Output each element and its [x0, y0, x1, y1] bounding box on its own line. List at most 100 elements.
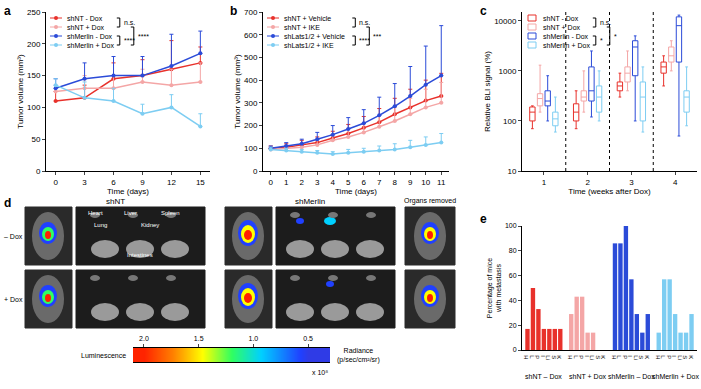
svg-text:shMerlin: shMerlin	[295, 197, 325, 206]
svg-text:100: 100	[244, 144, 258, 153]
svg-text:S: S	[682, 355, 688, 359]
svg-text:L: L	[660, 355, 666, 359]
svg-text:n.s.: n.s.	[600, 19, 611, 26]
svg-text:4: 4	[331, 178, 336, 187]
svg-text:Spleen: Spleen	[161, 210, 180, 216]
svg-text:9: 9	[140, 178, 145, 187]
svg-text:shMerlin – Dox: shMerlin – Dox	[608, 373, 655, 380]
svg-text:0: 0	[53, 178, 58, 187]
svg-text:700: 700	[244, 8, 258, 17]
svg-text:3: 3	[82, 178, 87, 187]
svg-text:Organs removed: Organs removed	[404, 197, 456, 205]
svg-text:S: S	[638, 355, 644, 359]
svg-text:200: 200	[27, 40, 41, 49]
svg-text:400: 400	[244, 76, 258, 85]
svg-text:1: 1	[542, 178, 547, 187]
svg-text:L: L	[529, 355, 535, 359]
svg-text:1: 1	[284, 178, 289, 187]
svg-text:shMerlin - Dox: shMerlin - Dox	[67, 33, 113, 40]
svg-text:Li: Li	[633, 355, 639, 360]
svg-text:shMerlin + Dox: shMerlin + Dox	[67, 42, 114, 49]
svg-text:8: 8	[393, 178, 398, 187]
svg-text:P: P	[622, 355, 628, 359]
svg-text:100: 100	[503, 117, 517, 126]
svg-text:12: 12	[167, 178, 176, 187]
svg-text:shNT – Dox: shNT – Dox	[525, 373, 562, 380]
svg-text:P: P	[666, 355, 672, 359]
svg-text:shMerlin + Dox: shMerlin + Dox	[652, 373, 699, 380]
svg-text:P: P	[578, 355, 584, 359]
svg-text:****: ****	[124, 37, 135, 44]
svg-text:+ Dox: + Dox	[4, 296, 23, 303]
svg-text:1000: 1000	[499, 67, 517, 76]
svg-text:4: 4	[673, 178, 678, 187]
svg-text:7: 7	[377, 178, 382, 187]
svg-text:Time (days): Time (days)	[335, 187, 377, 196]
svg-text:3: 3	[629, 178, 634, 187]
svg-text:2: 2	[585, 178, 590, 187]
svg-text:S: S	[551, 355, 557, 359]
svg-text:shNT: shNT	[106, 197, 125, 206]
svg-text:shLats1/2 + Vehicle: shLats1/2 + Vehicle	[284, 33, 345, 40]
svg-text:Li: Li	[677, 355, 683, 360]
svg-text:n.s.: n.s.	[359, 19, 370, 26]
svg-text:2.0: 2.0	[139, 335, 149, 342]
svg-text:500: 500	[244, 53, 258, 62]
svg-text:600: 600	[244, 31, 258, 40]
svg-text:6: 6	[362, 178, 367, 187]
svg-text:L: L	[616, 355, 622, 359]
svg-text:Tumor volume (mm³): Tumor volume (mm³)	[16, 54, 25, 129]
svg-text:60: 60	[509, 272, 517, 279]
svg-text:shNT - Dox: shNT - Dox	[67, 15, 103, 22]
svg-text:0.5: 0.5	[303, 335, 313, 342]
svg-text:– Dox: – Dox	[4, 233, 23, 240]
svg-text:80: 80	[509, 247, 517, 254]
svg-text:Tumor volume (mm³): Tumor volume (mm³)	[233, 54, 242, 129]
svg-text:Radiance(p/sec/cm²/sr): Radiance(p/sec/cm²/sr)	[337, 347, 380, 364]
svg-text:*: *	[600, 37, 603, 44]
svg-text:2: 2	[300, 178, 305, 187]
svg-text:Liver: Liver	[124, 210, 137, 216]
svg-text:1.0: 1.0	[249, 335, 259, 342]
svg-text:I: I	[627, 355, 633, 357]
svg-text:P: P	[534, 355, 540, 359]
svg-text:c: c	[480, 4, 487, 18]
svg-text:shNT + IKE: shNT + IKE	[284, 24, 320, 31]
svg-text:S: S	[595, 355, 601, 359]
svg-text:b: b	[230, 4, 237, 18]
svg-text:H: H	[523, 355, 529, 359]
svg-text:0: 0	[36, 167, 41, 176]
svg-text:Percentage of micewith metasta: Percentage of micewith metastasis	[486, 258, 502, 318]
svg-text:3: 3	[315, 178, 320, 187]
svg-text:Kidney: Kidney	[141, 222, 159, 228]
svg-text:Heart: Heart	[88, 210, 103, 216]
svg-text:Li: Li	[589, 355, 595, 360]
svg-text:50: 50	[31, 135, 40, 144]
svg-text:10000: 10000	[494, 17, 517, 26]
svg-text:****: ****	[359, 37, 370, 44]
svg-text:Li: Li	[545, 355, 551, 360]
svg-text:a: a	[4, 4, 11, 18]
svg-text:L: L	[573, 355, 579, 359]
svg-text:150: 150	[27, 71, 41, 80]
svg-text:e: e	[480, 212, 487, 226]
svg-text:0: 0	[253, 167, 258, 176]
svg-text:****: ****	[138, 33, 149, 40]
svg-text:40: 40	[509, 297, 517, 304]
svg-text:100: 100	[505, 222, 517, 229]
svg-text:Intestines: Intestines	[127, 252, 153, 258]
svg-text:6: 6	[111, 178, 116, 187]
svg-text:300: 300	[244, 99, 258, 108]
svg-text:shNT - Dox: shNT - Dox	[543, 15, 579, 22]
svg-text:K: K	[644, 355, 650, 359]
svg-text:9: 9	[408, 178, 413, 187]
svg-text:0: 0	[269, 178, 274, 187]
svg-text:I: I	[671, 355, 677, 357]
svg-text:shNT + Dox: shNT + Dox	[569, 373, 607, 380]
svg-text:200: 200	[244, 121, 258, 130]
svg-text:shLats1/2 + IKE: shLats1/2 + IKE	[284, 42, 334, 49]
svg-text:shNT + Dox: shNT + Dox	[67, 24, 105, 31]
svg-text:H: H	[655, 355, 661, 359]
svg-text:100: 100	[27, 103, 41, 112]
svg-text:Luminescence: Luminescence	[81, 352, 126, 359]
